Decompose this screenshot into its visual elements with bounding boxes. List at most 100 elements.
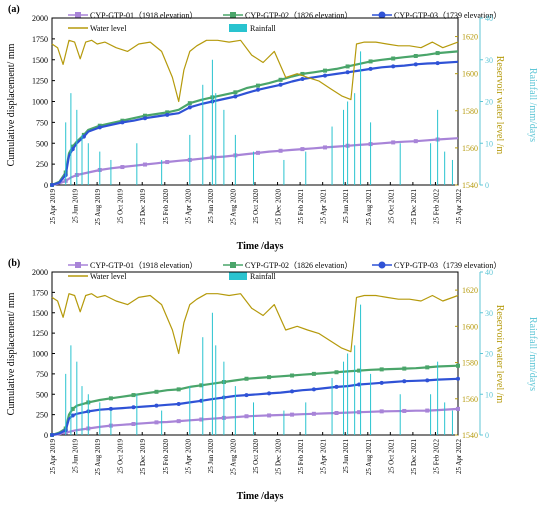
left-tick-label: 500: [36, 139, 48, 148]
right-rain-tick-label: 30: [485, 309, 493, 318]
left-tick-label: 250: [36, 411, 48, 420]
panel-label: (b): [8, 258, 20, 269]
point-gtp02: [108, 396, 113, 401]
point-gtp01: [199, 417, 204, 422]
legend-item-water: Water level: [68, 24, 127, 33]
point-gtp01: [278, 148, 283, 153]
point-gtp02: [70, 406, 75, 411]
point-gtp01: [244, 414, 249, 419]
legend-label-rain: Rainfall: [250, 24, 277, 33]
x-tick-label: 25 Feb 2020: [162, 189, 170, 225]
x-tick-label: 25 Aug 2019: [94, 189, 102, 226]
point-gtp03: [176, 402, 181, 407]
series-line-water-level: [51, 39, 459, 103]
right-rain-tick-label: 30: [485, 56, 493, 65]
point-gtp02: [391, 56, 396, 61]
x-tick-label: 25 Aug 2019: [94, 439, 102, 476]
x-tick-label: 25 Jun 2019: [72, 189, 80, 224]
point-gtp01: [300, 147, 305, 152]
point-gtp01: [120, 165, 125, 170]
point-gtp01: [131, 421, 136, 426]
point-gtp02: [255, 83, 260, 88]
point-gtp03: [142, 116, 147, 121]
right-axis-water-label: Reservoir water level /m: [494, 56, 505, 155]
left-tick-label: 250: [36, 160, 48, 169]
point-gtp03: [255, 87, 260, 92]
x-tick-label: 25 Oct 2021: [387, 189, 395, 224]
legend-item-water: Water level: [68, 272, 127, 281]
left-tick-label: 1250: [32, 329, 48, 338]
series-line-water-level: [51, 293, 459, 355]
right-water-tick-label: 1620: [462, 33, 478, 42]
left-tick-label: 2000: [32, 268, 48, 277]
x-tick-label: 25 Dec 2021: [410, 189, 418, 225]
point-gtp03: [311, 387, 316, 392]
point-gtp01: [334, 410, 339, 415]
point-gtp03: [108, 406, 113, 411]
x-tick-label: 25 Feb 2021: [297, 189, 305, 225]
legend-marker-gtp03: [378, 11, 386, 19]
right-water-tick-label: 1600: [462, 70, 478, 79]
point-gtp02: [142, 113, 147, 118]
point-gtp01: [290, 412, 295, 417]
right-water-tick-label: 1600: [462, 322, 478, 331]
x-tick-label: 25 Aug 2020: [229, 189, 237, 226]
point-gtp03: [165, 112, 170, 117]
legend-label-gtp02: CYP-GTP-02（1826 elevation）: [245, 11, 352, 20]
right-rain-tick-label: 20: [485, 98, 493, 107]
x-tick-label: 25 Oct 2019: [117, 189, 125, 224]
x-tick-label: 25 Jun 2021: [342, 189, 350, 224]
point-gtp03: [323, 73, 328, 78]
right-water-tick-label: 1560: [462, 395, 478, 404]
legend-marker-gtp01: [75, 12, 81, 18]
left-tick-label: 0: [44, 181, 48, 190]
point-gtp02: [456, 363, 460, 368]
legend-swatch-rain: [229, 272, 247, 280]
point-gtp02: [435, 51, 440, 56]
point-gtp03: [50, 183, 54, 187]
point-gtp01: [176, 419, 181, 424]
point-gtp03: [244, 393, 249, 398]
legend-item-gtp01: CYP-GTP-01（1918 elevation）: [68, 11, 197, 20]
x-tick-label: 25 Aug 2020: [229, 439, 237, 476]
x-tick-label: 25 Dec 2020: [275, 439, 283, 475]
point-gtp01: [379, 409, 384, 414]
x-tick-label: 25 Apr 2020: [184, 189, 192, 225]
point-gtp02: [323, 68, 328, 73]
left-tick-label: 1250: [32, 77, 48, 86]
x-axis-label: Time /days: [237, 241, 284, 252]
right-water-tick-label: 1580: [462, 107, 478, 116]
point-gtp02: [154, 389, 159, 394]
x-tick-label: 25 Apr 2022: [455, 189, 463, 225]
left-tick-label: 500: [36, 390, 48, 399]
x-tick-label: 25 Aug 2021: [365, 439, 373, 476]
left-tick-label: 0: [44, 431, 48, 440]
point-gtp02: [334, 370, 339, 375]
point-gtp03: [131, 405, 136, 410]
point-gtp03: [456, 376, 460, 381]
point-gtp03: [187, 105, 192, 110]
legend: CYP-GTP-01（1918 elevation） CYP-GTP-02（18…: [68, 11, 501, 33]
point-gtp01: [425, 408, 430, 413]
x-tick-label: 25 Feb 2022: [432, 439, 440, 475]
plot-area: 0 250 500 750 1000 1250 1500 1750 2000 1540 1560 15…: [32, 14, 493, 225]
x-tick-label: 25 Jun 2020: [207, 189, 215, 224]
point-gtp03: [368, 66, 373, 71]
legend-marker-gtp03: [378, 261, 386, 269]
right-rain-tick-label: 0: [485, 431, 489, 440]
legend-marker-gtp02: [230, 262, 236, 268]
series-line-gtp01: [51, 137, 459, 187]
series-line-gtp01: [51, 407, 459, 437]
point-gtp03: [97, 125, 102, 130]
series-line-gtp03: [51, 377, 459, 437]
point-gtp02: [176, 387, 181, 392]
right-axis-rain-label: Rainfall /mm/days: [527, 68, 538, 142]
series-line-gtp03: [51, 60, 459, 187]
point-gtp01: [402, 408, 407, 413]
panel-label: (a): [8, 4, 20, 15]
point-gtp02: [413, 53, 418, 58]
legend-swatch-rain: [229, 24, 247, 32]
x-tick-label: 25 Feb 2022: [432, 189, 440, 225]
point-gtp03: [402, 379, 407, 384]
